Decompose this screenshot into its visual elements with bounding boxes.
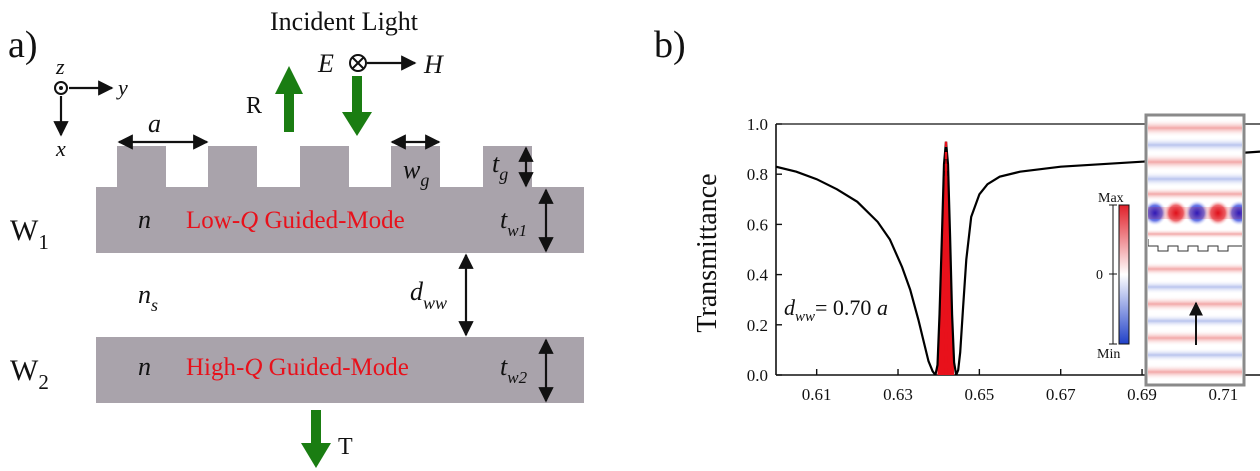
tw1-label: tw1 <box>500 205 527 240</box>
inset-grating-outline <box>1148 239 1242 252</box>
x-tick-label: 0.61 <box>802 385 832 404</box>
index-label-2: n <box>138 352 151 381</box>
y-tick-label: 0.2 <box>747 316 768 335</box>
e-field-into-page-icon <box>349 54 367 72</box>
panel-b: b) Transmittance 0.0 0.2 0.4 0.6 0.8 1.0 0.61… <box>654 24 1260 404</box>
field-e-label: E <box>317 49 334 78</box>
spacing-label: dww <box>410 277 447 313</box>
spacing-annotation: dww= 0.70 a <box>784 295 888 325</box>
panel-a-label: a) <box>8 24 38 66</box>
waveguide-1-label: W1 <box>10 214 49 254</box>
colorbar-min-label: Min <box>1097 347 1120 362</box>
x-tick-label: 0.63 <box>883 385 913 404</box>
transmittance-series-line <box>776 141 1260 375</box>
y-tick-label: 0.0 <box>747 366 768 385</box>
x-axis-ticks: 0.61 0.63 0.65 0.67 0.69 0.71 <box>802 369 1238 404</box>
x-tick-label: 0.65 <box>964 385 994 404</box>
coordinate-axes: z y x <box>53 54 128 161</box>
waveguide-1-slab <box>96 187 584 253</box>
grating-width-label: wg <box>403 155 429 190</box>
incident-arrow <box>342 76 372 136</box>
axis-z-label: z <box>55 54 65 79</box>
transmitted-label: T <box>338 434 353 460</box>
axis-y-label: y <box>116 75 128 100</box>
mode-1-label: Low-Q Guided-Mode <box>186 207 405 234</box>
colorbar-zero-label: 0 <box>1096 268 1103 283</box>
y-tick-label: 0.6 <box>747 215 768 234</box>
incident-light-title: Incident Light <box>270 7 419 36</box>
tw2-label: tw2 <box>500 352 528 387</box>
colorbar: Max 0 Min <box>1096 191 1130 362</box>
y-axis-title: Transmittance <box>692 173 723 332</box>
x-tick-label: 0.71 <box>1209 385 1239 404</box>
field-distribution-inset <box>1144 113 1246 387</box>
x-tick-label: 0.69 <box>1127 385 1157 404</box>
y-axis-ticks: 0.0 0.2 0.4 0.6 0.8 1.0 <box>747 115 782 385</box>
panel-b-label: b) <box>654 24 686 66</box>
reflected-arrow: R <box>246 66 303 132</box>
y-tick-label: 0.4 <box>747 266 769 285</box>
panel-a: a) Incident Light z y x E H <box>8 7 584 468</box>
polarization-indicator: E H <box>317 49 444 79</box>
period-label: a <box>148 109 161 138</box>
waveguide-2-label: W2 <box>10 354 49 394</box>
resonance-highlight <box>937 141 955 375</box>
y-tick-label: 1.0 <box>747 115 768 134</box>
transmitted-arrow: T <box>301 410 353 468</box>
waveguide-2-slab <box>96 337 584 403</box>
mode-2-label: High-Q Guided-Mode <box>186 354 409 381</box>
substrate-index-label: ns <box>138 280 158 315</box>
guided-mode-lobes <box>1148 200 1242 226</box>
grating-thickness-label: tg <box>492 149 508 184</box>
axis-x-label: x <box>55 136 66 161</box>
z-axis-out-icon <box>54 81 68 95</box>
index-label-1: n <box>138 205 151 234</box>
y-tick-label: 0.8 <box>747 165 768 184</box>
field-h-label: H <box>423 50 444 79</box>
grating <box>117 146 532 188</box>
x-tick-label: 0.67 <box>1046 385 1076 404</box>
colorbar-max-label: Max <box>1098 191 1124 206</box>
reflected-label: R <box>246 93 262 119</box>
